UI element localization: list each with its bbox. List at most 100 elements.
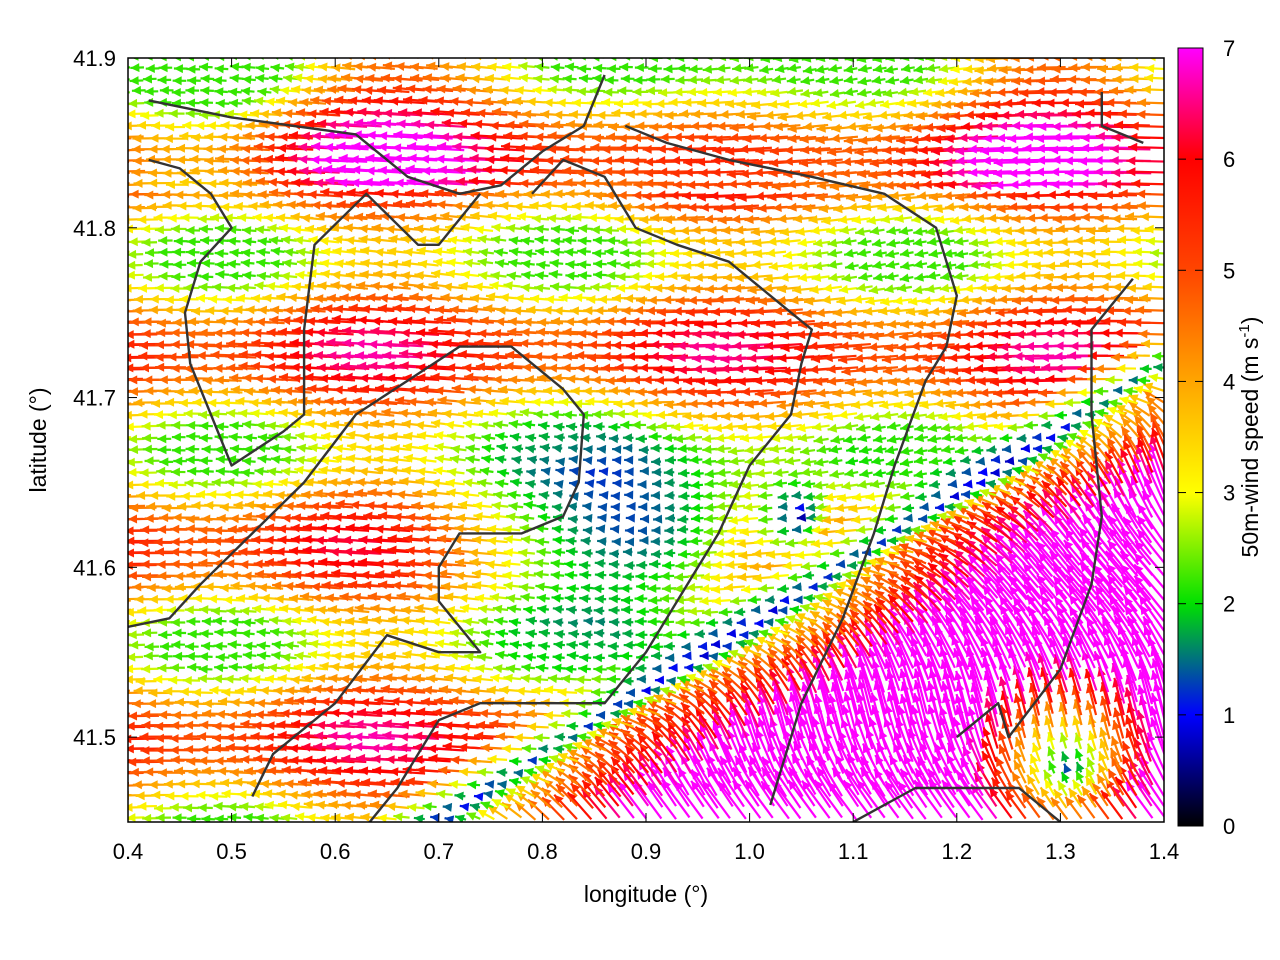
wind-arrow [561,282,577,292]
wind-arrow [647,617,661,627]
wind-arrow [759,65,774,74]
wind-arrow [496,768,508,777]
wind-arrow [770,571,789,581]
wind-arrow [214,64,229,74]
wind-arrow [722,617,733,627]
wind-arrow [158,63,173,73]
wind-arrow [596,478,606,488]
wind-arrow [898,226,913,236]
wind-arrow [1050,295,1081,305]
wind-arrow [638,445,649,455]
wind-arrow [765,550,787,559]
wind-arrow [644,178,675,188]
wind-arrow [787,478,801,488]
wind-arrow [622,629,634,639]
wind-arrow [566,748,591,763]
wind-arrow [1113,385,1123,395]
wind-arrow [652,514,663,524]
wind-arrow [581,779,607,809]
wind-arrow [185,455,200,465]
wind-arrow [128,205,131,208]
wind-arrow [172,76,187,86]
wind-arrow [128,770,132,774]
wind-arrow [1076,794,1096,819]
wind-arrow [508,628,521,637]
wind-arrow [284,779,312,789]
wind-arrow [128,689,131,692]
wind-arrow [1072,715,1081,738]
wind-arrow [777,501,788,511]
wind-arrow [664,536,675,546]
wind-arrow [526,468,536,478]
wind-arrow [624,537,635,547]
wind-arrow [491,798,509,809]
wind-arrow [679,480,691,490]
wind-arrow [858,261,873,271]
wind-arrow [128,518,131,521]
wind-arrow [346,628,368,638]
wind-arrow [954,249,969,259]
wind-arrow [212,616,227,626]
wind-arrow [578,560,591,570]
wind-arrow [610,58,622,62]
wind-arrow [533,558,550,568]
wind-arrow [596,456,607,466]
wind-arrow [241,62,256,72]
wind-arrow [214,814,229,822]
wind-arrow [570,782,594,809]
wind-arrow [961,467,972,477]
wind-arrow [829,548,845,558]
wind-arrow [187,662,202,672]
wind-arrow [508,617,522,627]
wind-arrow [677,514,689,524]
wind-arrow [1016,433,1027,443]
wind-arrow [954,670,969,717]
wind-arrow [198,224,214,234]
wind-arrow [650,642,664,652]
wind-arrow [902,503,915,513]
wind-arrow [187,814,201,822]
wind-arrow [566,58,577,62]
wind-arrow [823,538,844,548]
wind-arrow [583,761,608,786]
wind-arrow [758,515,773,524]
wind-arrow [447,235,467,245]
wind-arrow [430,617,451,627]
wind-arrow [778,605,788,615]
wind-arrow [128,320,132,323]
wind-arrow [947,479,958,489]
wind-arrow [538,490,550,500]
wind-arrow [185,98,200,108]
wind-arrow [270,246,285,256]
wind-arrow [1081,785,1097,808]
wind-arrow [227,802,243,812]
wind-arrow [580,536,591,546]
wind-arrow [1099,727,1109,751]
wind-arrow [555,457,566,467]
wind-arrow [169,663,185,673]
wind-arrow [884,445,899,455]
wind-arrow [144,86,159,96]
wind-arrow [813,238,831,248]
wind-arrow [239,802,256,812]
wind-arrow [128,571,159,581]
wind-arrow [1093,386,1109,396]
wind-arrow [226,259,241,269]
wind-arrow [1138,329,1164,339]
wind-arrow [394,686,426,696]
wind-arrow [847,560,858,570]
wind-arrow [568,629,580,639]
wind-arrow [686,433,703,443]
wind-arrow [821,621,844,646]
wind-arrow [610,513,621,523]
wind-arrow [843,248,858,258]
wind-arrow [960,455,971,465]
wind-arrow [615,155,647,165]
wind-arrow [613,699,623,709]
wind-arrow [696,731,718,775]
wind-arrow [695,697,720,726]
wind-arrow [651,651,663,661]
wind-arrow [158,651,173,661]
wind-arrow [530,789,552,809]
wind-arrow [282,258,298,268]
